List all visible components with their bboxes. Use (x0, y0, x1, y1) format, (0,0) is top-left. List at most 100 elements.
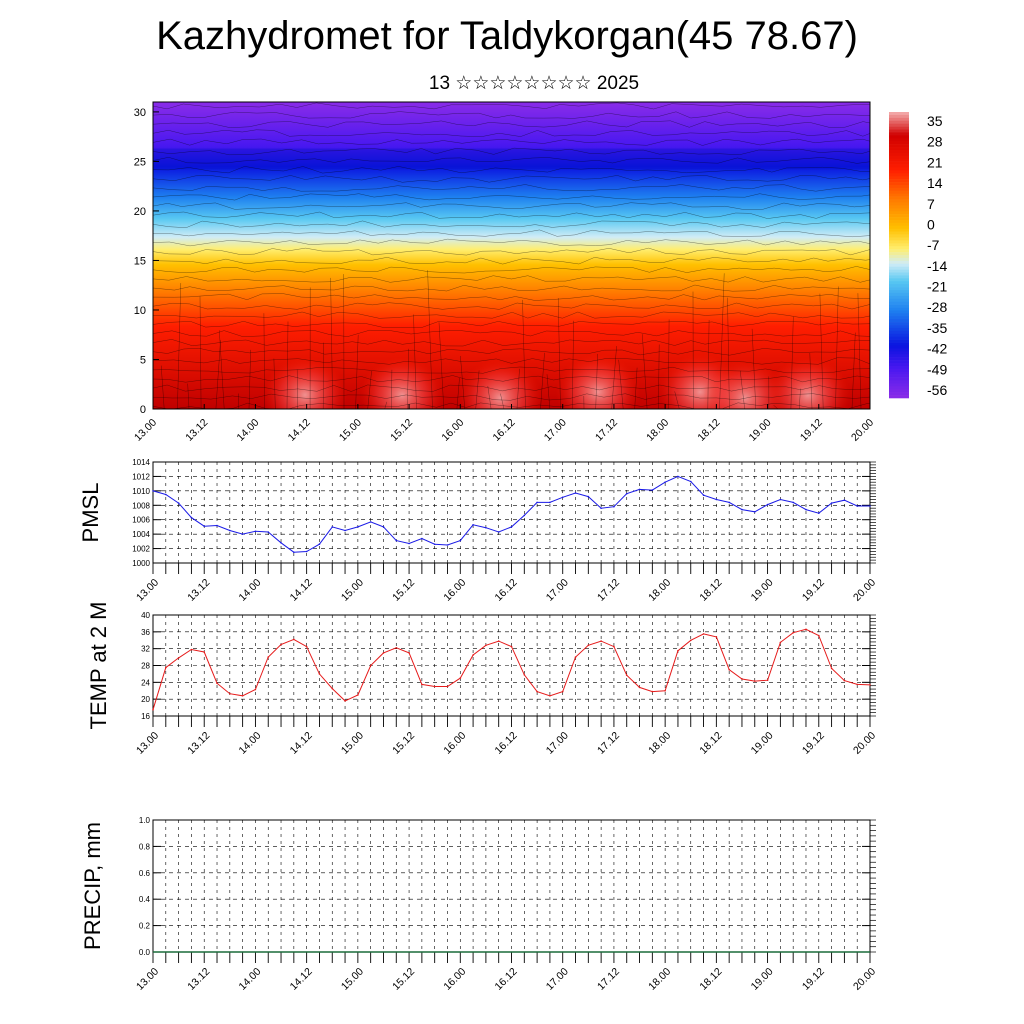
x-tick-label: 20.00 (851, 577, 878, 604)
warm-pocket (703, 360, 787, 409)
x-tick-label: 17.12 (595, 966, 622, 993)
colorbar-box (889, 176, 909, 180)
colorbar-box (889, 205, 909, 209)
x-tick-label: 18.00 (644, 417, 671, 444)
colorbar-box (889, 126, 909, 130)
data-point (625, 492, 628, 495)
colorbar-box (889, 179, 909, 183)
data-point (344, 529, 346, 532)
colorbar-box (889, 231, 909, 235)
colorbar-box (889, 222, 909, 227)
cross-section-panel: 0 5 10 15 20 25 30 13.00 13.12 14.00 14.12 15.00 15… (132, 101, 876, 444)
data-point (702, 633, 705, 635)
data-point (395, 647, 398, 649)
x-tick-label: 16.00 (441, 730, 468, 757)
data-point (574, 492, 577, 494)
x-tick-label: 14.12 (288, 966, 315, 993)
colorbar-box (889, 380, 909, 384)
data-point (408, 652, 410, 654)
colorbar-box (889, 357, 909, 361)
colorbar-box (889, 252, 909, 256)
y-tick-label: 1000 (132, 559, 150, 568)
colorbar-box (889, 158, 909, 162)
x-tick-label: 15.00 (339, 730, 366, 757)
data-point (254, 530, 257, 533)
data-point (280, 643, 282, 646)
colorbar-box (889, 345, 909, 349)
data-point (818, 634, 820, 637)
chart-subtitle: 13 ☆☆☆☆☆☆☆☆ 2025 (428, 73, 640, 94)
data-point (741, 678, 743, 680)
colorbar-box (889, 161, 909, 165)
y-tick-label: 25 (134, 156, 146, 168)
colorbar-box (889, 325, 909, 329)
colorbar-label: 14 (927, 175, 943, 191)
data-point (869, 505, 871, 507)
colorbar-box (889, 260, 909, 265)
colorbar-box (889, 240, 909, 244)
data-point (613, 505, 615, 508)
colorbar-label: -49 (927, 361, 947, 377)
data-point (664, 690, 666, 692)
colorbar-label: 21 (927, 154, 943, 170)
y-tick-label: 40 (141, 611, 150, 620)
x-tick-label: 16.12 (491, 417, 518, 444)
colorbar-label: 28 (927, 134, 943, 150)
colorbar-box (889, 246, 909, 250)
y-tick-label: 20 (141, 695, 150, 704)
x-tick-label: 15.00 (339, 966, 366, 993)
colorbar-box (889, 284, 909, 288)
wind-streamlines (153, 102, 870, 409)
data-point (677, 650, 679, 652)
colorbar-label: -21 (927, 279, 947, 295)
data-point (472, 524, 474, 526)
data-point (843, 499, 846, 502)
data-point (651, 489, 654, 491)
colorbar-box (889, 287, 909, 291)
data-point (177, 502, 180, 504)
y-tick-label: 20 (134, 206, 146, 218)
colorbar-box (889, 144, 909, 148)
colorbar-box (889, 392, 909, 396)
colorbar-box (889, 149, 909, 154)
colorbar-box (889, 342, 909, 346)
x-tick-label: 19.00 (749, 577, 776, 604)
colorbar-box (889, 152, 909, 157)
y-axis-label: PMSL (78, 483, 103, 543)
x-tick-label: 13.12 (185, 577, 212, 604)
data-point (357, 694, 359, 696)
colorbar-box (889, 184, 909, 189)
colorbar-box (889, 292, 909, 297)
x-tick-label: 13.00 (132, 417, 159, 444)
colorbar: 35 28 21 14 7 0 -7 -14 -21 -28 -35 -42 -49 -56 (889, 112, 947, 399)
data-point (433, 543, 436, 545)
x-tick-label: 19.12 (800, 966, 827, 993)
colorbar-box (889, 395, 909, 399)
colorbar-box (889, 290, 909, 294)
x-tick-label: 16.12 (493, 730, 520, 757)
data-point (165, 493, 167, 496)
y-tick-label: 1004 (132, 530, 150, 539)
colorbar-box (889, 307, 909, 311)
colorbar-box (889, 272, 909, 276)
colorbar-box (889, 374, 909, 378)
colorbar-label: -7 (927, 237, 940, 253)
colorbar-box (889, 187, 909, 192)
colorbar-box (889, 365, 909, 370)
colorbar-box (889, 313, 909, 317)
data-point (574, 656, 577, 658)
data-point (536, 690, 538, 693)
data-point (331, 526, 334, 528)
x-tick-label: 14.12 (286, 417, 313, 444)
data-point (587, 495, 590, 498)
colorbar-label: -14 (927, 258, 947, 274)
x-tick-label: 19.00 (749, 730, 776, 757)
colorbar-label: -28 (927, 299, 947, 315)
x-tick-label: 17.00 (544, 730, 571, 757)
colorbar-box (889, 330, 909, 335)
data-point (165, 666, 167, 669)
data-point (497, 640, 500, 642)
data-point (651, 690, 654, 693)
data-point (843, 679, 846, 682)
data-point (459, 677, 462, 679)
